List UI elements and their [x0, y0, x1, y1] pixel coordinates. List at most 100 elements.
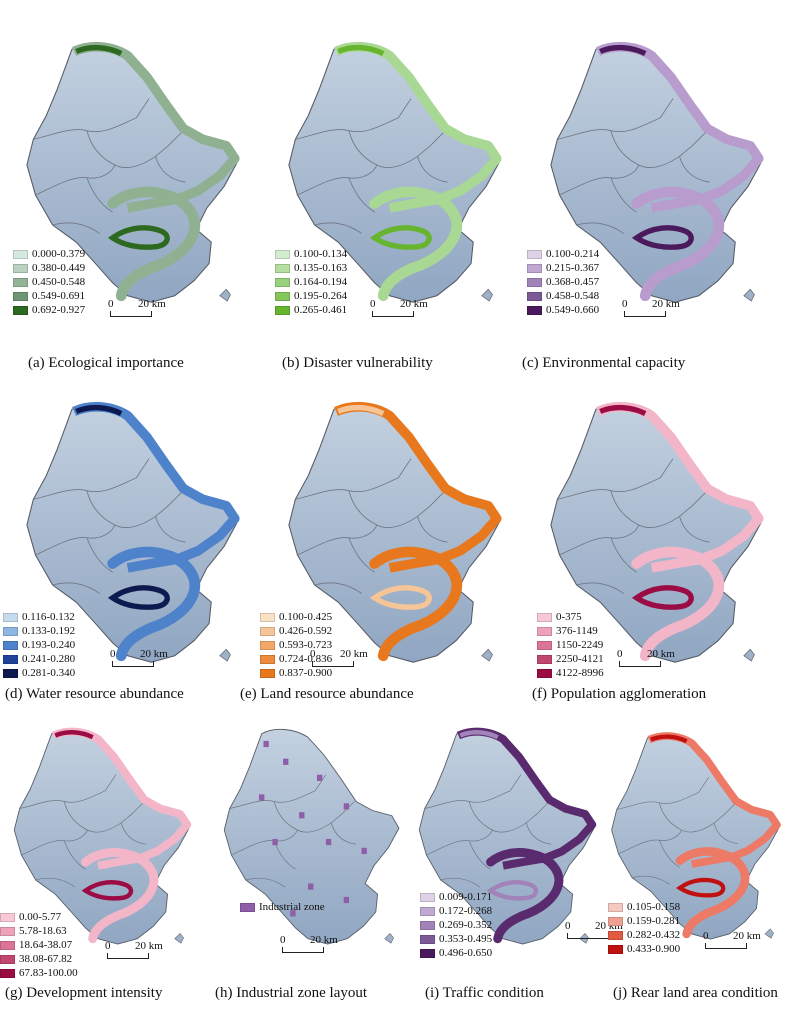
map-panel: 0.116-0.132 0.133-0.192 0.193-0.240 0.241-0…: [3, 375, 258, 710]
legend-entry: 0-375: [537, 610, 604, 624]
legend-label: 0.100-0.425: [279, 611, 333, 623]
legend-entry: 0.100-0.425: [260, 610, 332, 624]
region-map: [223, 728, 400, 945]
legend-label: 0.105-0.158: [627, 901, 681, 913]
legend-label: 0.009-0.171: [439, 891, 493, 903]
legend-label: 0.195-0.264: [294, 290, 348, 302]
legend-swatch: [0, 912, 15, 922]
scale-zero-label: 0: [105, 940, 111, 952]
high-value-segment: [75, 44, 123, 57]
legend-entry: 0.426-0.592: [260, 624, 332, 638]
legend-swatch: [527, 277, 542, 287]
map-panel: 0.00-5.77 5.78-18.63 18.64-38.07 38.08-67.8…: [0, 700, 205, 1009]
industrial-zone-patch: [325, 838, 332, 846]
scale-zero-label: 0: [565, 920, 571, 932]
industrial-zone-patch: [283, 758, 289, 765]
legend-entry: 0.133-0.192: [3, 624, 75, 638]
island: [481, 648, 493, 662]
legend-label: 0.450-0.548: [32, 276, 86, 288]
legend-swatch: [3, 654, 18, 664]
map-panel: 0.100-0.214 0.215-0.367 0.368-0.457 0.458-0…: [522, 15, 782, 379]
panel-caption: (g) Development intensity: [5, 985, 163, 1001]
legend-label: 0.458-0.548: [546, 290, 600, 302]
scale-bar-line: [705, 943, 747, 949]
scale-zero-label: 0: [110, 648, 116, 660]
scale-bar-line: [110, 311, 152, 317]
legend-swatch: [608, 902, 623, 912]
legend-label: 376-1149: [556, 625, 598, 637]
legend-entry: 0.135-0.163: [275, 261, 347, 275]
panel-caption: (f) Population agglomeration: [532, 686, 707, 702]
legend-swatch: [537, 626, 552, 636]
region-map: [288, 375, 520, 663]
scale-bar-line: [112, 661, 154, 667]
high-value-segment: [337, 404, 385, 417]
legend-label: 0.241-0.280: [22, 653, 76, 665]
industrial-zone-patch: [259, 794, 265, 801]
legend-swatch: [608, 944, 623, 954]
legend-swatch: [275, 263, 290, 273]
legend-entry: 0.549-0.691: [13, 289, 85, 303]
legend-label: 0.692-0.927: [32, 304, 86, 316]
scale-bar: 0 20 km: [105, 940, 175, 959]
legend-entry: 0.00-5.77: [0, 910, 78, 924]
legend-label: 0.496-0.650: [439, 947, 493, 959]
scale-distance-label: 20 km: [340, 648, 368, 660]
legend-swatch: [608, 930, 623, 940]
island: [743, 288, 755, 302]
legend-entry: 0.172-0.268: [420, 904, 492, 918]
region-map: [288, 15, 520, 303]
scale-bar: 0 20 km: [310, 648, 380, 667]
region-map: [550, 375, 782, 663]
legend-entry: 0.009-0.171: [420, 890, 492, 904]
legend-label: 4122-8996: [556, 667, 604, 679]
legend-entry: Industrial zone: [240, 900, 325, 914]
map-panel: 0.100-0.134 0.135-0.163 0.164-0.194 0.195-0…: [270, 15, 520, 379]
high-value-segment: [75, 404, 123, 417]
legend-swatch: [260, 640, 275, 650]
legend-entry: 0.215-0.367: [527, 261, 599, 275]
map-legend: 0.000-0.379 0.380-0.449 0.450-0.548 0.549-0…: [13, 247, 85, 317]
legend-swatch: [260, 612, 275, 622]
legend-entry: 0.458-0.548: [527, 289, 599, 303]
scale-bar: 0 20 km: [110, 648, 180, 667]
legend-swatch: [260, 626, 275, 636]
legend-swatch: [0, 926, 15, 936]
legend-entry: 18.64-38.07: [0, 938, 78, 952]
legend-swatch: [275, 249, 290, 259]
scale-distance-label: 20 km: [400, 298, 428, 310]
high-value-segment: [599, 404, 647, 417]
scale-zero-label: 0: [370, 298, 376, 310]
legend-entry: 5.78-18.63: [0, 924, 78, 938]
legend-entry: 0.105-0.158: [608, 900, 680, 914]
map-legend: 0.00-5.77 5.78-18.63 18.64-38.07 38.08-67.8…: [0, 910, 78, 980]
legend-entry: 4122-8996: [537, 666, 604, 680]
scale-zero-label: 0: [703, 930, 709, 942]
legend-entry: 0.193-0.240: [3, 638, 75, 652]
legend-entry: 0.164-0.194: [275, 275, 347, 289]
legend-label: 0.159-0.281: [627, 915, 681, 927]
legend-entry: 1150-2249: [537, 638, 604, 652]
island: [174, 932, 184, 944]
industrial-zone-patch: [290, 910, 296, 917]
legend-swatch: [0, 954, 15, 964]
legend-entry: 0.593-0.723: [260, 638, 332, 652]
legend-swatch: [608, 916, 623, 926]
legend-swatch: [420, 948, 435, 958]
legend-entry: 0.282-0.432: [608, 928, 680, 942]
panel-caption: (c) Environmental capacity: [522, 355, 686, 371]
scale-bar-line: [372, 311, 414, 317]
legend-label: 0.549-0.691: [32, 290, 86, 302]
scale-distance-label: 20 km: [733, 930, 761, 942]
legend-entry: 0.724-0.836: [260, 652, 332, 666]
legend-label: 0.380-0.449: [32, 262, 86, 274]
legend-label: 2250-4121: [556, 653, 604, 665]
island: [764, 928, 774, 939]
legend-swatch: [275, 305, 290, 315]
legend-swatch: [537, 612, 552, 622]
legend-swatch: [0, 968, 15, 978]
legend-swatch: [420, 892, 435, 902]
legend-entry: 0.000-0.379: [13, 247, 85, 261]
map-panel: 0.100-0.425 0.426-0.592 0.593-0.723 0.724-0…: [240, 375, 520, 710]
map-legend: Industrial zone: [240, 900, 325, 914]
